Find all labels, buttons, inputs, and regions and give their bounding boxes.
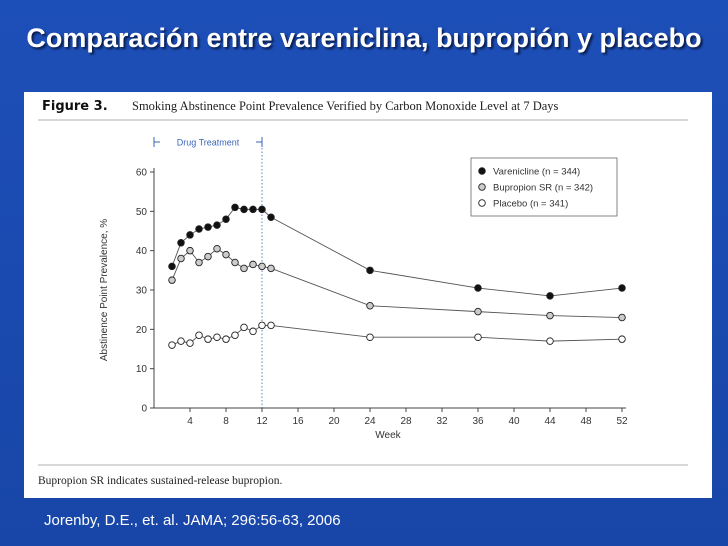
legend-marker: [478, 183, 486, 191]
data-point: [186, 246, 194, 255]
legend-box: [470, 157, 618, 217]
abstinence-chart: Figure 3. Smoking Abstinence Point Preva…: [38, 99, 688, 487]
drug-treatment-annotation: Drug Treatment: [153, 137, 263, 408]
x-tick-label: 52: [616, 416, 628, 427]
data-point: [474, 307, 482, 316]
x-tick-label: 20: [328, 416, 340, 427]
data-point: [186, 231, 194, 239]
y-tick-label: 50: [136, 207, 148, 218]
data-point: [546, 311, 554, 320]
y-tick-label: 0: [141, 404, 147, 415]
data-point: [366, 266, 374, 275]
data-point: [267, 213, 275, 221]
data-point: [222, 250, 230, 259]
x-tick-label: 24: [364, 416, 376, 427]
data-point: [168, 341, 176, 349]
series-2: [168, 321, 626, 349]
data-point: [240, 205, 248, 214]
x-tick-label: 8: [223, 416, 229, 427]
x-axis-label: Week: [375, 430, 401, 441]
data-point: [213, 221, 221, 229]
data-point: [258, 321, 266, 330]
data-point: [195, 331, 203, 339]
series-line: [171, 206, 623, 297]
y-axis-label: Abstinence Point Prevalence, %: [99, 219, 110, 361]
figure-label: Figure 3.: [42, 99, 108, 114]
y-tick-label: 10: [136, 364, 148, 375]
data-point: [168, 262, 176, 271]
x-tick-label: 12: [256, 416, 268, 427]
data-point: [618, 313, 626, 322]
data-point: [177, 254, 185, 263]
data-point: [366, 333, 374, 341]
x-tick-label: 16: [292, 416, 304, 427]
data-point: [267, 264, 275, 273]
legend-marker: [478, 167, 486, 175]
x-tick-label: 40: [508, 416, 520, 427]
data-point: [618, 335, 626, 343]
series-line: [171, 324, 623, 346]
data-point: [177, 337, 185, 345]
data-point: [231, 258, 239, 267]
data-point: [474, 284, 482, 292]
chart-legend: Varenicline (n = 344) Bupropion SR (n = 3…: [470, 157, 618, 217]
data-point: [546, 337, 554, 345]
data-point: [366, 301, 374, 310]
data-point: [249, 205, 257, 214]
x-tick-label: 4: [187, 416, 193, 427]
series-1: [168, 244, 626, 322]
x-tick-label: 36: [472, 416, 484, 427]
data-point: [222, 335, 230, 343]
data-point: [213, 333, 221, 341]
slide-title: Comparación entre vareniclina, bupropión…: [26, 23, 702, 53]
data-point: [240, 264, 248, 273]
figure-panel: Figure 3. Smoking Abstinence Point Preva…: [24, 92, 712, 498]
data-point: [195, 258, 203, 267]
data-point: [258, 262, 266, 271]
data-point: [546, 292, 554, 300]
data-point: [249, 260, 257, 269]
data-point: [267, 321, 275, 330]
figure-footnote: Bupropion SR indicates sustained-release…: [38, 475, 282, 487]
data-point: [231, 331, 239, 339]
legend-label: Varenicline (n = 344): [493, 167, 580, 178]
data-point: [177, 239, 185, 247]
y-tick-label: 30: [136, 286, 148, 297]
x-tick-label: 28: [400, 416, 412, 427]
series-0: [168, 203, 626, 300]
data-point: [213, 244, 221, 253]
chart-title: Smoking Abstinence Point Prevalence Veri…: [132, 99, 559, 113]
data-point: [222, 215, 230, 223]
y-tick-label: 40: [136, 246, 148, 257]
x-tick-label: 44: [544, 416, 556, 427]
y-tick-label: 20: [136, 325, 148, 336]
citation: Jorenby, D.E., et. al. JAMA; 296:56-63, …: [44, 512, 341, 529]
data-point: [249, 327, 257, 336]
series-layer: [168, 203, 626, 349]
data-point: [474, 333, 482, 341]
data-point: [618, 284, 626, 292]
y-tick-label: 60: [136, 168, 148, 179]
data-point: [186, 339, 194, 347]
data-point: [168, 276, 176, 284]
annotation-label: Drug Treatment: [177, 138, 240, 148]
series-line: [171, 248, 623, 318]
data-point: [231, 203, 239, 212]
data-point: [240, 323, 248, 332]
legend-label: Bupropion SR (n = 342): [493, 183, 593, 194]
legend-marker: [478, 199, 486, 207]
x-tick-label: 48: [580, 416, 592, 427]
x-tick-label: 32: [436, 416, 448, 427]
data-point: [258, 205, 266, 214]
data-point: [204, 223, 212, 231]
data-point: [195, 225, 203, 233]
legend-label: Placebo (n = 341): [493, 199, 568, 210]
data-point: [204, 335, 212, 343]
data-point: [204, 252, 212, 261]
